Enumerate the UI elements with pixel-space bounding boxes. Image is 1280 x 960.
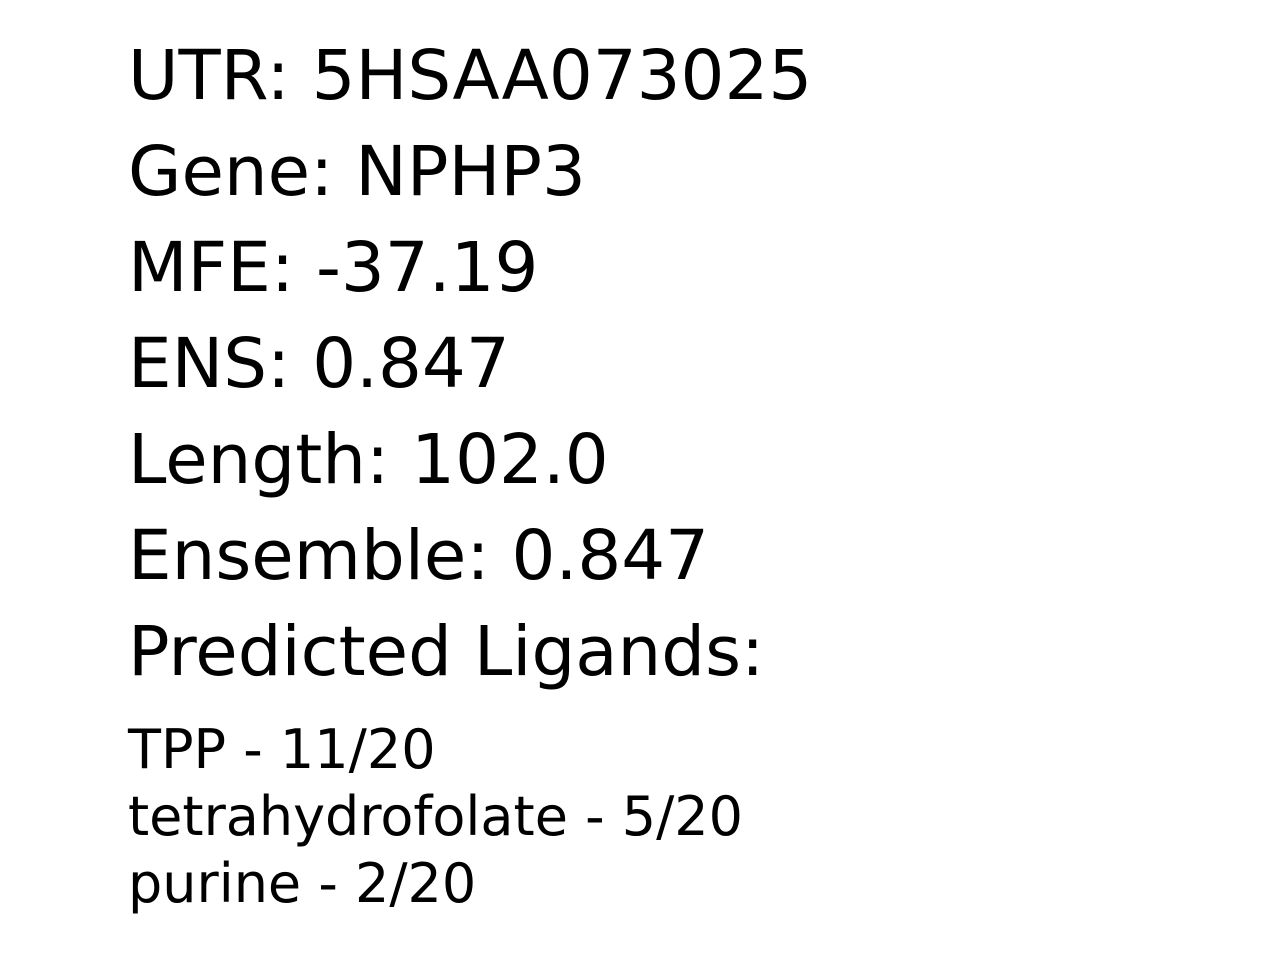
length-label: Length: 102.0	[128, 420, 609, 500]
mfe-label: MFE: -37.19	[128, 228, 539, 308]
ligand-item: TPP - 11/20	[128, 718, 436, 781]
gene-label: Gene: NPHP3	[128, 132, 586, 212]
ens-label: ENS: 0.847	[128, 324, 510, 404]
utr-info-block: UTR: 5HSAA073025 Gene: NPHP3 MFE: -37.19…	[128, 28, 812, 700]
ensemble-label: Ensemble: 0.847	[128, 516, 710, 596]
ligand-item: purine - 2/20	[128, 852, 477, 915]
predicted-ligands-heading: Predicted Ligands:	[128, 612, 765, 692]
utr-label: UTR: 5HSAA073025	[128, 36, 813, 116]
ligand-list: TPP - 11/20 tetrahydrofolate - 5/20 puri…	[128, 716, 743, 917]
ligand-item: tetrahydrofolate - 5/20	[128, 785, 743, 848]
